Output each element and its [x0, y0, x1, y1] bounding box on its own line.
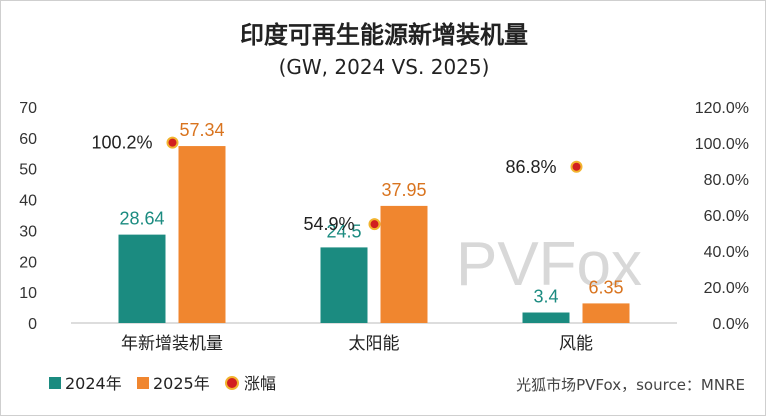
- y-left-tick-label: 50: [19, 162, 37, 179]
- bar-2025年: [380, 205, 428, 323]
- y-right-tick-label: 100.0%: [695, 136, 749, 153]
- category-label: 年新增装机量: [121, 334, 223, 354]
- growth-label: 100.2%: [91, 133, 152, 153]
- y-left-tick-label: 70: [19, 100, 37, 117]
- legend-marker-growth: [225, 376, 239, 390]
- legend-label-2025: 2025年: [153, 374, 210, 393]
- y-left-tick-label: 30: [19, 223, 37, 240]
- watermark: PVFox: [456, 230, 642, 299]
- bar-2024年: [522, 312, 570, 323]
- data-label-2025年: 57.34: [179, 120, 224, 140]
- y-right-tick-label: 20.0%: [704, 280, 749, 297]
- y-left-tick-label: 20: [19, 254, 37, 271]
- data-label-2024年: 28.64: [119, 209, 164, 229]
- growth-marker: [570, 160, 583, 173]
- y-left-tick-label: 10: [19, 285, 37, 302]
- growth-marker: [166, 136, 179, 149]
- category-label: 太阳能: [349, 334, 400, 354]
- y-right-tick-label: 40.0%: [704, 244, 749, 261]
- legend: 2024年 2025年 涨幅: [49, 374, 276, 393]
- legend-label-growth: 涨幅: [244, 374, 276, 393]
- bar-2025年: [582, 303, 630, 323]
- y-right-tick-label: 0.0%: [713, 316, 749, 333]
- bar-2024年: [320, 247, 368, 323]
- chart-subtitle: (GW, 2024 VS. 2025): [279, 55, 490, 79]
- data-label-2025年: 37.95: [381, 180, 426, 200]
- legend-swatch-2025: [137, 377, 149, 389]
- growth-label: 86.8%: [505, 157, 556, 177]
- source-note: 光狐市场PVFox，source：MNRE: [516, 376, 745, 394]
- legend-swatch-2024: [49, 377, 61, 389]
- y-left-tick-label: 0: [28, 316, 37, 333]
- data-label-2025年: 6.35: [588, 277, 623, 297]
- bar-2025年: [178, 146, 226, 323]
- y-left-tick-label: 60: [19, 131, 37, 148]
- y-right-tick-label: 120.0%: [695, 100, 749, 117]
- growth-marker: [368, 218, 381, 231]
- y-left-tick-label: 40: [19, 193, 37, 210]
- bar-2024年: [118, 234, 166, 323]
- growth-label: 54.9%: [303, 214, 354, 234]
- data-label-2024年: 24.5: [326, 221, 361, 241]
- y-right-tick-label: 60.0%: [704, 208, 749, 225]
- data-label-2024年: 3.4: [533, 287, 558, 307]
- category-label: 风能: [559, 334, 593, 354]
- chart-title: 印度可再生能源新增装机量: [240, 21, 528, 49]
- y-right-tick-label: 80.0%: [704, 172, 749, 189]
- legend-label-2024: 2024年: [65, 374, 122, 393]
